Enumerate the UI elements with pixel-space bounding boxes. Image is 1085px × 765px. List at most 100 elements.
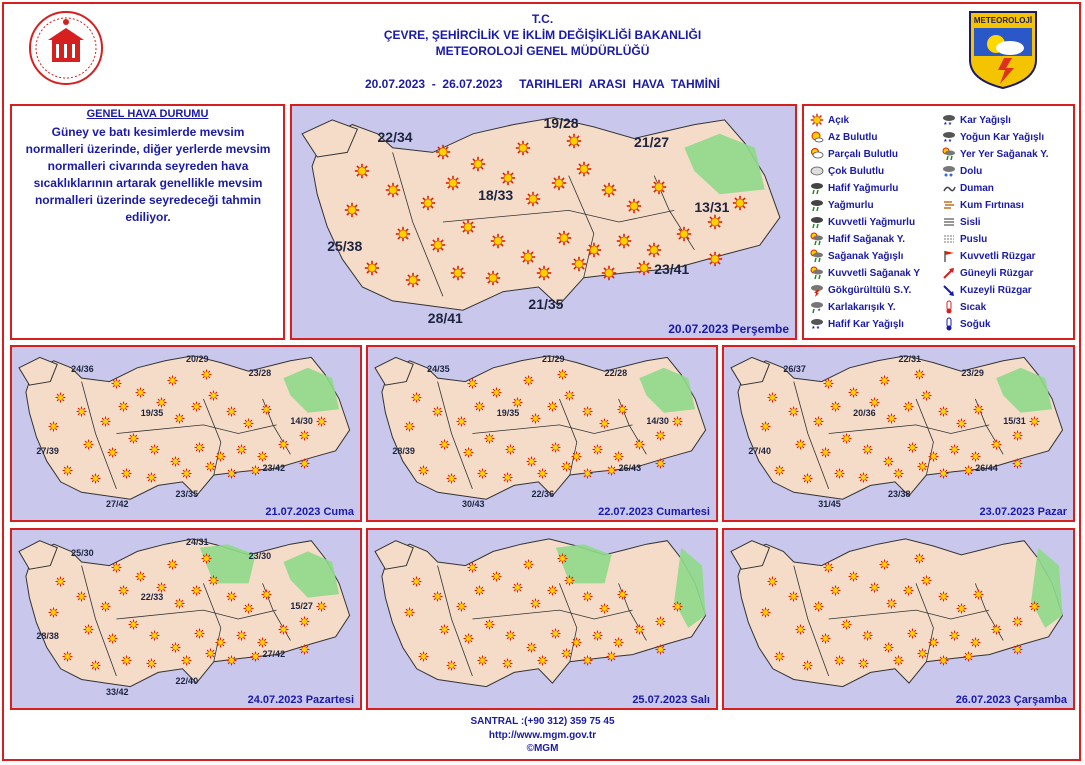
- sun-icon: [502, 656, 513, 674]
- region-border: [915, 583, 934, 662]
- sun-icon: [834, 653, 845, 671]
- sun-icon: [956, 601, 967, 619]
- temperature-label: 22/28: [604, 367, 628, 378]
- rain-zone: [684, 133, 765, 195]
- legend-item: Sıcak: [942, 299, 986, 315]
- partly-cloudy-icon: [810, 147, 828, 161]
- sun-icon: [456, 599, 467, 617]
- region-border: [442, 209, 675, 223]
- sun-icon: [917, 459, 928, 477]
- region-border: [437, 565, 473, 677]
- sun-icon: [914, 367, 925, 385]
- sun-icon: [848, 385, 859, 403]
- sun-icon: [128, 431, 139, 449]
- fog-icon: [942, 215, 960, 229]
- header-directorate: METEOROLOJİ GENEL MÜDÜRLÜĞÜ: [435, 44, 650, 58]
- thrace-area: [18, 356, 58, 386]
- legend-label: Sisli: [960, 216, 981, 228]
- sun-icon: [767, 574, 778, 592]
- sun-icon: [463, 445, 474, 463]
- sun-icon: [1012, 428, 1023, 446]
- sun-small-cloud-icon: [810, 130, 828, 144]
- legend-item: Duman: [942, 180, 994, 196]
- temperature-label: 26/37: [783, 364, 806, 375]
- temperature-label: 13/31: [694, 198, 730, 215]
- sun-icon: [582, 589, 593, 607]
- sun-icon: [582, 404, 593, 422]
- footer-website[interactable]: http://www.mgm.gov.tr: [488, 730, 597, 741]
- temperature-label: 26/43: [618, 462, 642, 473]
- region-border: [116, 609, 277, 620]
- temperature-label: 22/31: [898, 353, 922, 364]
- sun-icon: [167, 557, 178, 575]
- sun-icon: [278, 622, 289, 640]
- thrace-area: [374, 540, 414, 570]
- legend-item: Hafif Yağmurlu: [810, 180, 898, 196]
- sun-icon: [970, 449, 981, 467]
- svg-text:* *: * *: [812, 326, 820, 331]
- sun-icon: [201, 551, 212, 569]
- sun-icon: [879, 557, 890, 575]
- legend-item: Kuvvetli Rüzgar: [942, 248, 1036, 264]
- region-border: [793, 381, 830, 490]
- sun-icon: [128, 617, 139, 635]
- sun-icon: [62, 649, 73, 667]
- sun-icon: [956, 416, 967, 434]
- region-border: [81, 565, 117, 677]
- legend-item: Az Bulutlu: [810, 129, 877, 145]
- sun-icon: [526, 454, 537, 472]
- sun-icon: [841, 431, 852, 449]
- sun-icon: [420, 195, 436, 216]
- sun-icon: [167, 373, 178, 391]
- sun-icon: [550, 626, 561, 644]
- sun-icon: [893, 466, 904, 484]
- sun-icon: [862, 442, 873, 460]
- sun-icon: [848, 569, 859, 587]
- smoke-icon: [942, 181, 960, 195]
- rain-zone: [996, 367, 1053, 413]
- sun-icon: [1012, 614, 1023, 632]
- sun-icon: [502, 470, 513, 488]
- sun-icon: [617, 402, 628, 420]
- cold-icon: [942, 317, 960, 331]
- sun-icon: [48, 419, 59, 437]
- region-border: [472, 609, 633, 620]
- sun-icon: [869, 395, 880, 413]
- sun-icon: [55, 390, 66, 408]
- sun-icon: [561, 646, 572, 664]
- sun-icon: [767, 390, 778, 408]
- legend-label: Güneyli Rüzgar: [960, 267, 1034, 279]
- snow-icon: * *: [942, 113, 960, 127]
- temperature-label: 21/35: [528, 296, 564, 313]
- temperature-label: 20/29: [186, 353, 209, 364]
- legend-item: Gökgürültülü S.Y.: [810, 282, 911, 298]
- sun-icon: [418, 463, 429, 481]
- legend-label: Yağmurlu: [828, 199, 874, 211]
- light-rain-icon: [810, 181, 828, 195]
- temperature-label: 21/27: [634, 133, 670, 150]
- legend-item: * Karlakarışık Y.: [810, 299, 896, 315]
- sun-icon: [170, 640, 181, 658]
- temperature-label: 30/43: [461, 499, 485, 510]
- sun-icon: [795, 437, 806, 455]
- legend-label: Açık: [828, 114, 850, 126]
- legend-label: Sağanak Yağışlı: [828, 250, 904, 262]
- sun-icon: [655, 614, 666, 632]
- map-panel-6: 26.07.2023 Çarşamba: [722, 528, 1075, 710]
- sun-icon: [883, 640, 894, 658]
- temperature-label: 25/30: [71, 547, 94, 558]
- sun-icon: [299, 614, 310, 632]
- sun-icon: [903, 399, 914, 417]
- hail-icon: [942, 164, 960, 178]
- sun-icon: [470, 156, 486, 177]
- temperature-label: 20/36: [853, 407, 876, 418]
- sun-icon: [537, 466, 548, 484]
- legend-label: Kuvvetli Sağanak Y: [828, 267, 921, 279]
- sun-icon: [121, 466, 132, 484]
- legend-item: Çok Bulutlu: [810, 163, 884, 179]
- legend-item: Sisli: [942, 214, 981, 230]
- thrace-area: [374, 356, 414, 386]
- legend-label: Gökgürültülü S.Y.: [828, 284, 912, 296]
- temperature-label: 18/33: [478, 187, 514, 204]
- sun-icon: [205, 646, 216, 664]
